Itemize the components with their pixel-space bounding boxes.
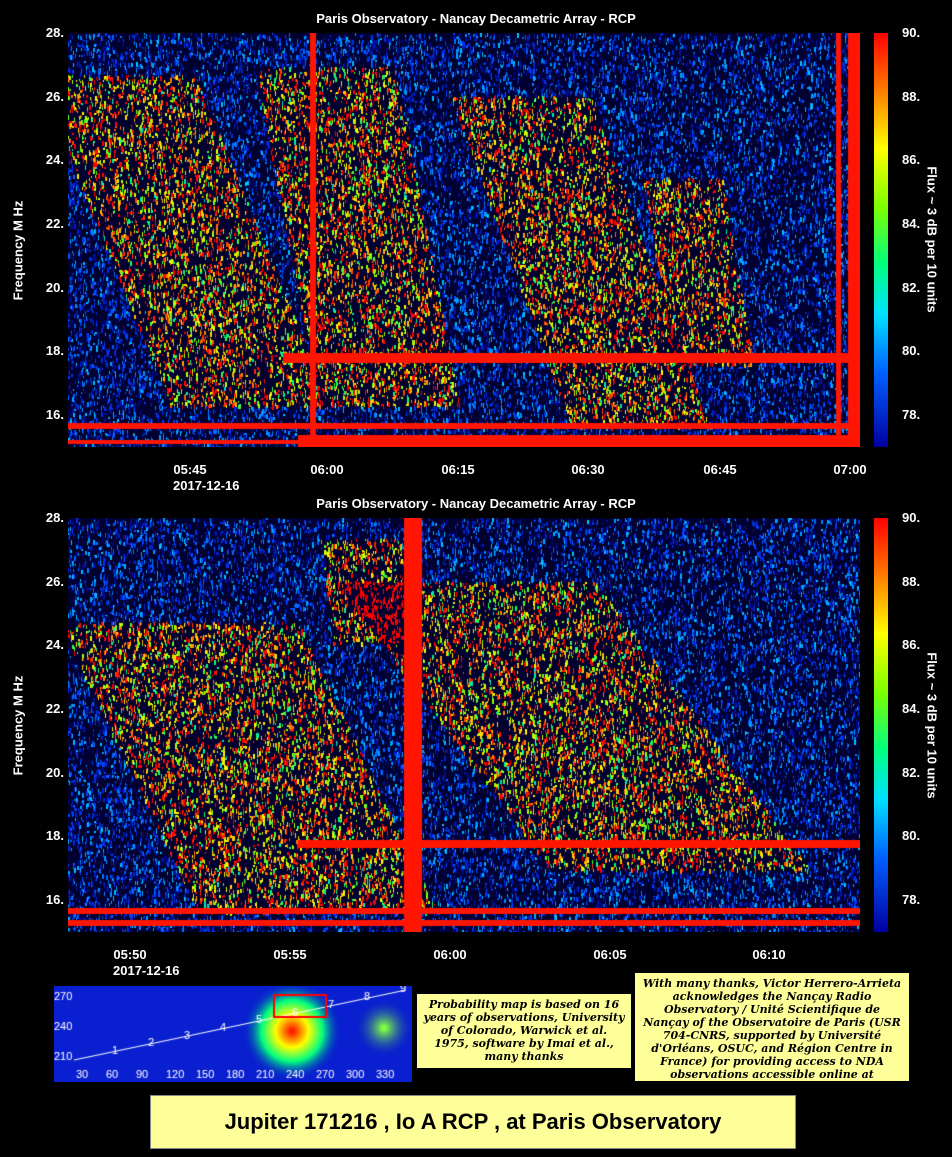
top-cb-tick-4: 86. bbox=[902, 152, 921, 168]
bottom-y-tick-6: 28. bbox=[45, 510, 64, 525]
bottom-x-tick-0: 05:50 bbox=[113, 947, 147, 962]
top-spectrogram-canvas bbox=[68, 33, 860, 447]
top-x-tick-3: 06:30 bbox=[571, 462, 605, 477]
top-cb-tick-2: 82. bbox=[902, 279, 921, 295]
bottom-y-tick-0: 16. bbox=[45, 892, 64, 908]
top-y-tick-1: 18. bbox=[45, 343, 64, 359]
top-chart-title: Paris Observatory - Nancay Decametric Ar… bbox=[316, 11, 636, 26]
top-colorbar-label: Flux ~ 3 dB per 10 units bbox=[924, 166, 940, 313]
top-y-tick-0: 16. bbox=[45, 407, 64, 423]
probability-map bbox=[54, 986, 412, 1082]
top-x-tick-0: 05:45 bbox=[173, 462, 207, 477]
bottom-cb-tick-0: 78. bbox=[902, 892, 921, 908]
bottom-y-axis-label: Frequency M Hz bbox=[10, 675, 26, 776]
top-cb-tick-5: 88. bbox=[902, 88, 921, 104]
bottom-y-tick-2: 20. bbox=[45, 764, 64, 780]
bottom-cb-tick-2: 82. bbox=[902, 764, 921, 780]
bottom-y-tick-4: 24. bbox=[45, 637, 64, 653]
bottom-cb-tick-1: 80. bbox=[902, 828, 921, 844]
top-cb-tick-6: 90. bbox=[902, 25, 921, 40]
bottom-cb-tick-5: 88. bbox=[902, 573, 921, 589]
top-y-tick-5: 26. bbox=[45, 88, 64, 104]
bottom-colorbar-label: Flux ~ 3 dB per 10 units bbox=[924, 652, 940, 799]
top-x-tick-1: 06:00 bbox=[310, 462, 344, 477]
bottom-x-tick-4: 06:10 bbox=[752, 947, 786, 962]
top-cb-tick-0: 78. bbox=[902, 407, 921, 423]
top-y-tick-6: 28. bbox=[45, 25, 64, 40]
bottom-y-tick-3: 22. bbox=[45, 701, 64, 717]
top-cb-tick-1: 80. bbox=[902, 343, 921, 359]
bottom-y-tick-5: 26. bbox=[45, 573, 64, 589]
top-x-tick-5: 07:00 bbox=[833, 462, 867, 477]
bottom-x-tick-2: 06:00 bbox=[433, 947, 467, 962]
bottom-cb-tick-3: 84. bbox=[902, 701, 921, 717]
bottom-cb-tick-4: 86. bbox=[902, 637, 921, 653]
bottom-colorbar bbox=[874, 518, 888, 932]
top-y-tick-3: 22. bbox=[45, 216, 64, 232]
top-cb-tick-3: 84. bbox=[902, 216, 921, 232]
bottom-y-tick-1: 18. bbox=[45, 828, 64, 844]
thanks-note: With many thanks, Victor Herrero-Arrieta… bbox=[635, 973, 909, 1094]
bottom-x-tick-3: 06:05 bbox=[593, 947, 627, 962]
top-date: 2017-12-16 bbox=[173, 478, 240, 493]
bottom-spectrogram-canvas bbox=[68, 518, 860, 932]
top-y-tick-4: 24. bbox=[45, 152, 64, 168]
top-spectrogram bbox=[68, 33, 860, 447]
probability-map-canvas bbox=[54, 986, 412, 1082]
bottom-cb-tick-6: 90. bbox=[902, 510, 921, 525]
banner-title: Jupiter 171216 , Io A RCP , at Paris Obs… bbox=[150, 1095, 796, 1149]
bottom-date: 2017-12-16 bbox=[113, 963, 180, 978]
bottom-x-tick-1: 05:55 bbox=[273, 947, 307, 962]
top-x-tick-4: 06:45 bbox=[703, 462, 737, 477]
bottom-spectrogram bbox=[68, 518, 860, 932]
probability-note: Probability map is based on 16 years of … bbox=[417, 994, 631, 1068]
top-colorbar bbox=[874, 33, 888, 447]
bottom-chart-title: Paris Observatory - Nancay Decametric Ar… bbox=[316, 496, 636, 511]
top-x-tick-2: 06:15 bbox=[441, 462, 475, 477]
top-y-axis-label: Frequency M Hz bbox=[10, 200, 26, 301]
top-y-tick-2: 20. bbox=[45, 279, 64, 295]
